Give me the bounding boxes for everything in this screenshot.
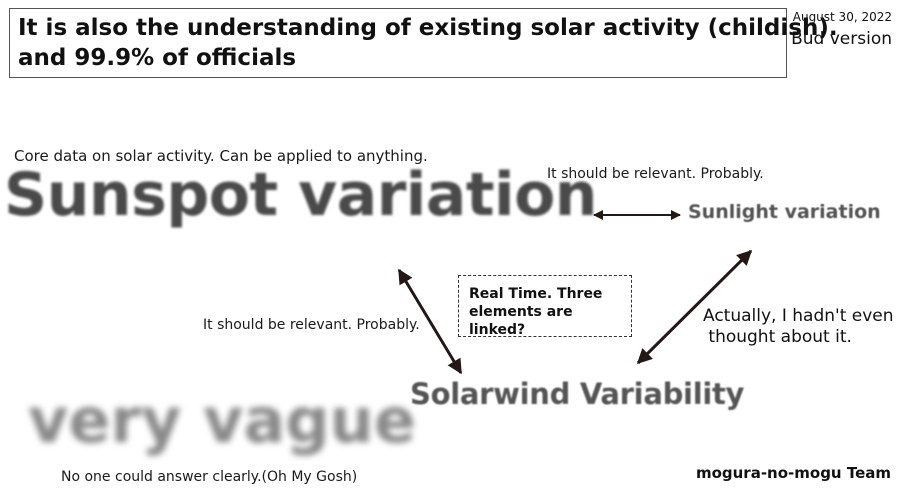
sunspot-variation-label: Sunspot variation xyxy=(4,160,598,230)
team-credit: mogura-no-mogu Team xyxy=(695,464,891,482)
solarwind-variability-label: Solarwind Variability xyxy=(410,377,745,411)
arrow-sunspot-solarwind xyxy=(397,268,463,375)
date-label: August 30, 2022 xyxy=(792,10,892,24)
relevant-note-left: It should be relevant. Probably. xyxy=(203,317,420,333)
no-one-note: No one could answer clearly.(Oh My Gosh) xyxy=(61,469,358,485)
sunlight-variation-label: Sunlight variation xyxy=(688,201,881,223)
arrow-sunlight-solarwind xyxy=(636,249,753,365)
title-box: It is also the understanding of existing… xyxy=(9,8,838,78)
realtime-note-box: Real Time. Three elements are linked? xyxy=(458,275,632,338)
relevant-note-top: It should be relevant. Probably. xyxy=(547,166,764,182)
title-line-1: It is also the understanding of existing… xyxy=(18,15,838,41)
title-line-2: and 99.9% of officials xyxy=(18,45,297,71)
very-vague-label: very vague xyxy=(28,384,416,457)
version-label: Bud version xyxy=(791,29,892,49)
core-data-note: Core data on solar activity. Can be appl… xyxy=(14,147,428,165)
